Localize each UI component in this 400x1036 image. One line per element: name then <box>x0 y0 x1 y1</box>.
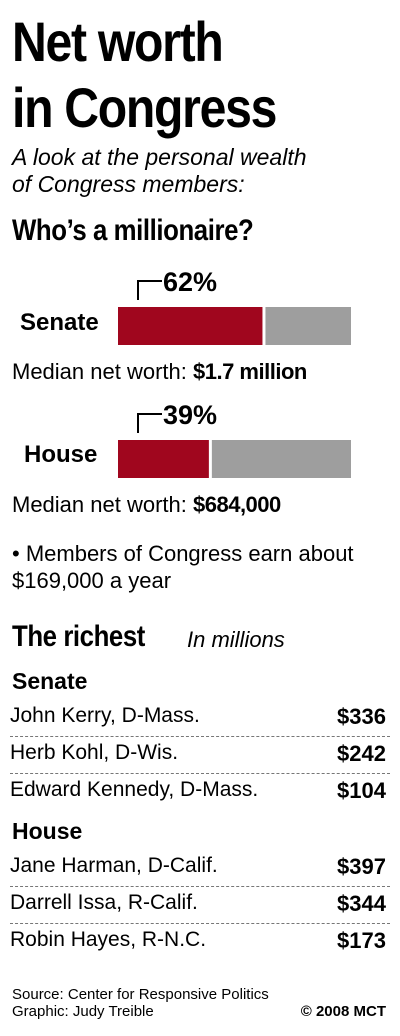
graphic-credit: Graphic: Judy Treible <box>12 1003 154 1020</box>
subtitle-line-1: A look at the personal wealth <box>12 144 307 170</box>
senate-other-bar <box>265 307 351 345</box>
senate-median-value: $1.7 million <box>193 359 307 384</box>
row-value: $173 <box>337 928 386 953</box>
row-value: $242 <box>337 741 386 766</box>
senate-group-heading: Senate <box>12 668 88 694</box>
house-bar-label: House <box>24 441 98 468</box>
house-median-label: Median net worth: <box>12 492 187 517</box>
house-bar-chart: 39% <box>118 400 351 478</box>
senate-value-label: 62% <box>163 267 217 297</box>
row-name: Jane Harman, D-Calif. <box>10 854 218 877</box>
row-value: $397 <box>337 854 386 879</box>
richest-heading: The richest <box>12 620 145 653</box>
row-name: Herb Kohl, D-Wis. <box>10 741 179 764</box>
senate-bar-label: Senate <box>20 309 99 336</box>
row-name: Edward Kennedy, D-Mass. <box>10 778 259 801</box>
source-credit: Source: Center for Responsive Politics <box>12 986 269 1003</box>
row-value: $104 <box>337 778 386 803</box>
house-value-label: 39% <box>163 400 217 430</box>
title-line-1: Net worth <box>12 10 224 73</box>
senate-median-label: Median net worth: <box>12 359 187 384</box>
subtitle-line-2: of Congress members: <box>12 171 245 197</box>
senate-value-leader-line <box>137 280 162 300</box>
title-line-2: in Congress <box>12 76 277 139</box>
row-name: Darrell Issa, R-Calif. <box>10 891 198 914</box>
row-value: $336 <box>337 704 386 729</box>
senate-bar-chart: 62% <box>118 267 351 345</box>
house-group-heading: House <box>12 818 83 844</box>
senate-millionaire-bar <box>118 307 263 345</box>
row-value: $344 <box>337 891 386 916</box>
house-other-bar <box>211 440 351 478</box>
table-row: Edward Kennedy, D-Mass. $104 <box>10 774 390 810</box>
table-row: Darrell Issa, R-Calif. $344 <box>10 887 390 924</box>
table-row: Herb Kohl, D-Wis. $242 <box>10 737 390 774</box>
house-median-value: $684,000 <box>193 492 281 517</box>
house-median: Median net worth: $684,000 <box>12 492 281 518</box>
millionaire-heading: Who’s a millionaire? <box>12 214 254 247</box>
house-value-leader-line <box>137 413 162 433</box>
table-row: John Kerry, D-Mass. $336 <box>10 700 390 737</box>
richest-header: The richest In millions <box>12 620 285 654</box>
salary-note: • Members of Congress earn about $169,00… <box>12 541 354 593</box>
copyright: © 2008 MCT <box>300 1003 386 1020</box>
table-row: Jane Harman, D-Calif. $397 <box>10 850 390 887</box>
senate-median: Median net worth: $1.7 million <box>12 359 307 385</box>
row-name: John Kerry, D-Mass. <box>10 704 200 727</box>
row-name: Robin Hayes, R-N.C. <box>10 928 207 951</box>
house-millionaire-bar <box>118 440 209 478</box>
table-row: Robin Hayes, R-N.C. $173 <box>10 924 390 960</box>
richest-unit: In millions <box>187 627 285 652</box>
